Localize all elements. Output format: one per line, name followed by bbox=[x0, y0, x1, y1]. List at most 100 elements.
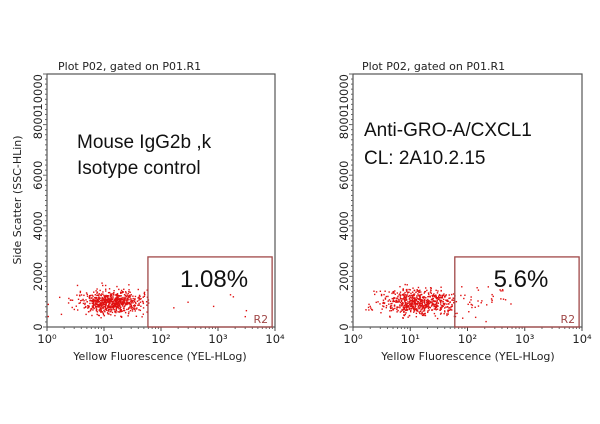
event-dot bbox=[105, 290, 107, 292]
event-dot bbox=[96, 298, 99, 301]
event-dot bbox=[401, 304, 403, 306]
event-dot bbox=[390, 309, 393, 312]
event-dot bbox=[105, 295, 107, 298]
event-dot bbox=[118, 299, 121, 301]
event-dot bbox=[138, 309, 140, 311]
event-dot bbox=[390, 307, 392, 309]
event-dot bbox=[405, 294, 407, 296]
event-dot bbox=[134, 295, 137, 298]
event-dot bbox=[212, 305, 215, 308]
event-dot bbox=[99, 294, 101, 296]
event-dot bbox=[402, 298, 404, 300]
event-dot bbox=[452, 293, 455, 295]
event-dot bbox=[128, 291, 130, 293]
event-dot bbox=[443, 293, 445, 295]
event-dot bbox=[73, 308, 76, 311]
event-dot bbox=[420, 313, 423, 315]
event-dot bbox=[439, 295, 442, 297]
event-dot bbox=[124, 296, 126, 299]
event-dot bbox=[129, 305, 131, 307]
event-dot bbox=[121, 310, 124, 312]
event-dot bbox=[101, 298, 103, 300]
plot-frame bbox=[46, 73, 276, 328]
event-dot bbox=[419, 294, 421, 296]
event-dot bbox=[432, 299, 434, 302]
event-dot bbox=[129, 301, 132, 303]
event-dot bbox=[108, 288, 111, 290]
event-dot bbox=[419, 298, 421, 300]
event-dot bbox=[97, 299, 99, 301]
event-dot bbox=[438, 294, 441, 296]
event-dot bbox=[111, 301, 113, 303]
event-dot bbox=[113, 304, 116, 307]
event-dot bbox=[104, 284, 107, 287]
event-dot bbox=[122, 298, 124, 300]
event-dot bbox=[427, 292, 430, 294]
event-dot bbox=[122, 300, 124, 302]
event-dot bbox=[387, 295, 389, 298]
event-dot bbox=[428, 293, 430, 295]
event-dot bbox=[438, 296, 440, 299]
event-dot bbox=[102, 306, 105, 308]
event-dot bbox=[430, 299, 433, 301]
event-dot bbox=[420, 300, 422, 303]
event-dot bbox=[106, 312, 109, 314]
event-dot bbox=[96, 301, 99, 303]
event-dot bbox=[405, 312, 407, 314]
event-dot bbox=[453, 299, 455, 302]
event-dot bbox=[389, 300, 392, 303]
event-dot bbox=[423, 299, 425, 302]
event-dot bbox=[414, 308, 416, 310]
event-dot bbox=[99, 299, 102, 302]
event-dot bbox=[399, 293, 401, 295]
event-dot bbox=[431, 309, 434, 311]
tick-group: 10⁰ 10¹ 10² 10³ 10⁴ 0 2000 4000 6000 800… bbox=[31, 74, 285, 346]
event-dot bbox=[393, 300, 396, 303]
event-dot bbox=[463, 297, 465, 300]
event-dot bbox=[411, 294, 413, 297]
event-dot bbox=[491, 299, 493, 302]
event-dot bbox=[409, 296, 411, 299]
event-dot bbox=[105, 302, 107, 304]
event-dot bbox=[122, 305, 124, 307]
event-dot bbox=[47, 315, 49, 318]
event-dot bbox=[416, 303, 418, 305]
event-dot bbox=[123, 308, 125, 310]
event-dot bbox=[96, 311, 99, 313]
event-dot bbox=[118, 288, 120, 291]
event-dot bbox=[422, 310, 425, 312]
event-dot bbox=[86, 295, 89, 297]
event-dot bbox=[477, 289, 480, 291]
event-dot bbox=[115, 302, 117, 305]
event-dot bbox=[491, 293, 493, 296]
event-dot bbox=[128, 284, 130, 286]
event-dot bbox=[103, 298, 106, 300]
event-dot bbox=[408, 302, 410, 304]
event-dot bbox=[103, 301, 106, 303]
event-dot bbox=[96, 294, 98, 297]
event-dot bbox=[389, 305, 392, 307]
event-dot bbox=[419, 307, 421, 309]
event-dot bbox=[105, 300, 107, 302]
event-dot bbox=[413, 300, 416, 303]
event-dot bbox=[438, 298, 440, 300]
event-dot bbox=[89, 299, 91, 301]
event-dot bbox=[400, 299, 403, 302]
event-dot bbox=[425, 299, 428, 302]
event-dot bbox=[433, 300, 436, 302]
event-dot bbox=[142, 296, 144, 298]
event-dot bbox=[447, 311, 449, 313]
event-dot bbox=[126, 299, 129, 301]
event-dot bbox=[448, 297, 450, 300]
event-dot bbox=[98, 314, 100, 317]
event-dot bbox=[105, 299, 107, 301]
event-dot bbox=[116, 305, 119, 307]
event-dot bbox=[396, 297, 399, 299]
event-dot bbox=[417, 286, 420, 289]
event-dot bbox=[405, 296, 407, 298]
event-dot bbox=[115, 305, 117, 307]
event-dot bbox=[95, 302, 98, 304]
event-dot bbox=[467, 303, 469, 306]
event-dot bbox=[124, 297, 126, 299]
event-dot bbox=[89, 310, 92, 312]
